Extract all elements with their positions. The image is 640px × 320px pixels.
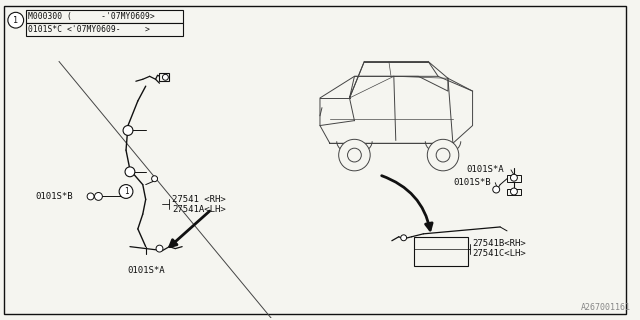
Text: 27541C<LH>: 27541C<LH>: [472, 249, 526, 258]
Circle shape: [125, 167, 135, 177]
Circle shape: [95, 193, 102, 200]
Text: 0101S*A: 0101S*A: [467, 165, 504, 174]
Text: 27541A<LH>: 27541A<LH>: [172, 205, 226, 214]
Bar: [507, 175, 521, 182]
Circle shape: [401, 235, 406, 241]
Text: 0101S*C <'07MY0609-     >: 0101S*C <'07MY0609- >: [28, 25, 150, 34]
Text: 27541B<RH>: 27541B<RH>: [472, 239, 526, 248]
Circle shape: [493, 186, 500, 193]
Circle shape: [348, 148, 362, 162]
Circle shape: [163, 74, 168, 80]
Circle shape: [511, 188, 517, 195]
Circle shape: [339, 139, 370, 171]
Circle shape: [428, 139, 459, 171]
Text: 1: 1: [13, 16, 19, 25]
Bar: [507, 188, 521, 196]
Circle shape: [436, 148, 450, 162]
Text: 27541 <RH>: 27541 <RH>: [172, 195, 226, 204]
Text: 0101S*B: 0101S*B: [453, 178, 490, 187]
Circle shape: [511, 174, 517, 181]
Text: A267001161: A267001161: [581, 303, 631, 312]
Bar: [26, 23, 183, 36]
Bar: [159, 73, 170, 81]
Circle shape: [123, 125, 133, 135]
Text: M000300 (      -'07MY0609>: M000300 ( -'07MY0609>: [28, 12, 154, 21]
Bar: [26, 10, 183, 23]
Circle shape: [156, 245, 163, 252]
Bar: [413, 237, 468, 266]
Text: 1: 1: [124, 187, 129, 196]
Circle shape: [8, 12, 24, 28]
Circle shape: [152, 176, 157, 182]
Text: 0101S*A: 0101S*A: [127, 266, 164, 275]
Circle shape: [87, 193, 94, 200]
Circle shape: [119, 185, 133, 198]
Text: 0101S*B: 0101S*B: [35, 192, 73, 201]
